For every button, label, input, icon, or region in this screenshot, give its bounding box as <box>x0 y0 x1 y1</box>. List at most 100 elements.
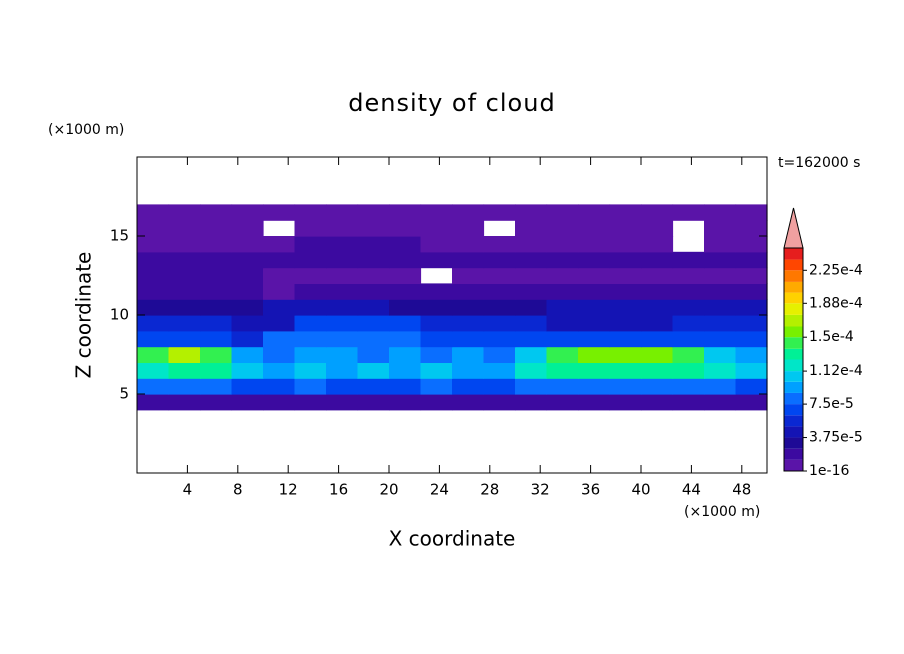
contour-cell <box>263 362 296 379</box>
contour-cell <box>263 394 296 411</box>
contour-cell <box>231 330 264 348</box>
contour-cell <box>546 394 579 411</box>
chart-title: density of cloud <box>348 89 555 117</box>
contour-cell <box>609 251 642 269</box>
contour-cell <box>137 267 170 284</box>
x-tick-label: 36 <box>581 481 600 499</box>
x-tick-label: 8 <box>233 481 243 499</box>
contour-cell <box>357 362 390 379</box>
contour-cell <box>263 346 296 363</box>
contour-cell <box>231 220 264 237</box>
contour-cell <box>200 251 233 269</box>
contour-cell <box>641 330 674 348</box>
contour-cell <box>263 378 296 395</box>
contour-cell <box>420 330 453 348</box>
contour-cell <box>578 362 611 379</box>
contour-cell <box>483 378 516 395</box>
contour-cell <box>357 267 390 284</box>
contour-cell <box>609 204 642 221</box>
contour-cell <box>609 378 642 395</box>
y-tick-label: 10 <box>110 306 129 324</box>
contour-cell <box>231 204 264 221</box>
contour-cell <box>137 346 170 363</box>
contour-cell <box>200 220 233 237</box>
contour-cell <box>294 267 327 284</box>
contour-cell <box>389 330 422 348</box>
contour-cell <box>420 378 453 395</box>
contour-cell <box>735 362 768 379</box>
contour-cell <box>168 251 201 269</box>
contour-cell <box>515 204 548 221</box>
x-tick-label: 4 <box>183 481 193 499</box>
contour-cell <box>357 251 390 269</box>
contour-cell <box>546 204 579 221</box>
contour-cell <box>483 283 516 300</box>
contour-cell <box>483 362 516 379</box>
contour-cell <box>483 346 516 363</box>
contour-cell <box>672 315 705 332</box>
contour-cell <box>231 267 264 284</box>
contour-cell <box>578 236 611 253</box>
contour-cell <box>200 378 233 395</box>
contour-cell <box>578 267 611 284</box>
colorbar-band <box>784 303 803 315</box>
contour-cell <box>137 283 170 300</box>
contour-cell <box>735 315 768 332</box>
contour-cell <box>420 362 453 379</box>
contour-cell <box>641 346 674 363</box>
contour-cell <box>704 236 737 253</box>
contour-cell <box>168 315 201 332</box>
contour-cell <box>420 346 453 363</box>
y-axis-label: Z coordinate <box>72 252 96 379</box>
contour-cell <box>578 330 611 348</box>
contour-cell <box>578 220 611 237</box>
colorbar-band <box>784 381 803 393</box>
contour-cell <box>420 394 453 411</box>
colorbar-band <box>784 392 803 405</box>
contour-cell <box>641 362 674 379</box>
colorbar-band <box>784 314 803 327</box>
contour-cell <box>294 394 327 411</box>
contour-cell <box>231 315 264 332</box>
x-tick-label: 32 <box>531 481 550 499</box>
contour-cell <box>452 220 485 237</box>
contour-cell <box>641 299 674 316</box>
colorbar-band <box>784 248 803 260</box>
contour-cell <box>546 362 579 379</box>
contour-cell <box>483 204 516 221</box>
contour-cell <box>735 251 768 269</box>
contour-cell <box>515 346 548 363</box>
colorbar-label: 7.5e-5 <box>809 396 854 412</box>
contour-cell <box>326 299 359 316</box>
contour-cell <box>735 378 768 395</box>
contour-cell <box>137 251 170 269</box>
colorbar-band <box>784 281 803 293</box>
y-tick-label: 5 <box>119 385 129 403</box>
contour-cell <box>389 220 422 237</box>
contour-cell <box>546 330 579 348</box>
contour-cell <box>231 299 264 316</box>
contour-cell <box>483 299 516 316</box>
contour-cell <box>672 283 705 300</box>
contour-cell <box>231 346 264 363</box>
contour-cell <box>704 378 737 395</box>
contour-cell <box>200 315 233 332</box>
contour-cell <box>704 267 737 284</box>
contour-cell <box>641 267 674 284</box>
contour-cell <box>609 394 642 411</box>
contour-cell <box>137 378 170 395</box>
contour-cell <box>168 299 201 316</box>
contour-cell <box>263 330 296 348</box>
contour-cell <box>200 362 233 379</box>
contour-cell <box>735 267 768 284</box>
contour-cell <box>420 220 453 237</box>
contour-cell <box>137 394 170 411</box>
contour-cell <box>672 204 705 221</box>
contour-cell <box>326 315 359 332</box>
colorbar-band <box>784 426 803 438</box>
contour-cell <box>137 220 170 237</box>
contour-cell <box>389 267 422 284</box>
contour-cell <box>483 394 516 411</box>
colorbar-band <box>784 270 803 282</box>
contour-cell <box>641 204 674 221</box>
